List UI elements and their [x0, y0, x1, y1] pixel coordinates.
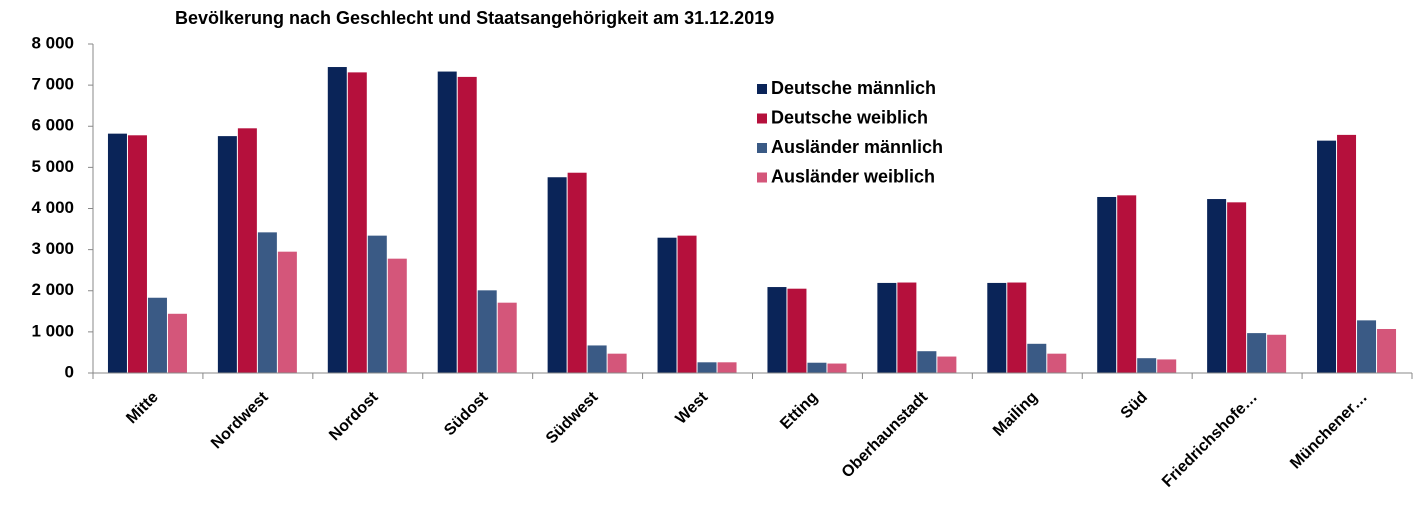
- bar: [107, 133, 127, 373]
- bar: [1377, 328, 1397, 373]
- bar: [1227, 202, 1247, 373]
- x-tick-label: Etting: [777, 389, 821, 433]
- x-tick-label: Mitte: [123, 389, 161, 427]
- bar: [1267, 334, 1287, 373]
- x-tick-label: Oberhaunstadt: [839, 388, 932, 481]
- bar: [677, 235, 697, 373]
- bar: [987, 282, 1007, 373]
- bar: [1027, 343, 1047, 373]
- bar: [917, 351, 937, 373]
- bar: [937, 356, 957, 373]
- bar: [767, 287, 787, 373]
- bar: [237, 128, 257, 373]
- bar: [657, 237, 677, 373]
- bar: [1157, 359, 1177, 373]
- bar: [1247, 333, 1267, 373]
- y-tick-label: 2 000: [31, 280, 74, 299]
- legend-label: Ausländer männlich: [771, 137, 943, 157]
- bar: [1317, 140, 1337, 373]
- x-tick-label: West: [673, 388, 712, 427]
- legend-label: Deutsche männlich: [771, 78, 936, 98]
- y-tick-label: 4 000: [31, 198, 74, 217]
- legend-swatch: [757, 172, 767, 183]
- bar: [607, 353, 627, 373]
- legend-swatch: [757, 113, 767, 124]
- bar: [1117, 195, 1137, 373]
- bar: [147, 297, 167, 373]
- legend-label: Ausländer weiblich: [771, 166, 935, 186]
- bar: [1207, 199, 1227, 373]
- y-tick-label: 0: [65, 362, 74, 381]
- legend-label: Deutsche weiblich: [771, 107, 928, 127]
- bar: [697, 362, 717, 373]
- y-tick-label: 1 000: [31, 321, 74, 340]
- bar: [1007, 282, 1027, 373]
- bar: [567, 172, 587, 373]
- x-tick-label: Friedrichshofe…: [1159, 389, 1261, 491]
- bar: [807, 362, 827, 373]
- x-tick-label: Mailing: [990, 389, 1041, 440]
- bar: [897, 282, 917, 373]
- x-tick-label: Nordost: [326, 388, 382, 444]
- bar: [717, 362, 737, 373]
- legend-swatch: [757, 84, 767, 94]
- bar: [787, 288, 807, 373]
- bar: [1137, 358, 1157, 373]
- x-tick-label: Nordwest: [208, 388, 272, 452]
- y-tick-label: 8 000: [31, 33, 74, 52]
- bar: [457, 76, 477, 374]
- bar: [167, 313, 187, 373]
- bar: [1337, 134, 1357, 373]
- bar: [387, 258, 407, 373]
- bar: [1097, 196, 1117, 373]
- bar: [497, 302, 517, 373]
- bar: [827, 363, 847, 373]
- bar: [587, 345, 607, 373]
- x-tick-label: Südwest: [543, 388, 602, 447]
- x-tick-label: Süd: [1118, 389, 1151, 422]
- x-tick-label: Südost: [441, 388, 492, 439]
- bar: [257, 232, 277, 373]
- bar: [547, 177, 567, 373]
- y-tick-label: 3 000: [31, 239, 74, 258]
- bar: [1357, 320, 1377, 373]
- bar: [347, 72, 367, 373]
- y-tick-label: 5 000: [31, 157, 74, 176]
- y-tick-label: 7 000: [31, 75, 74, 94]
- bar: [277, 251, 297, 373]
- bar: [877, 282, 897, 373]
- y-tick-label: 6 000: [31, 116, 74, 135]
- chart-title: Bevölkerung nach Geschlecht und Staatsan…: [175, 8, 774, 28]
- bar: [327, 67, 347, 373]
- bar: [1047, 353, 1067, 373]
- bar: [367, 235, 387, 373]
- bar: [127, 135, 147, 373]
- bar: [437, 71, 457, 374]
- legend-swatch: [757, 143, 767, 153]
- bar: [477, 290, 497, 373]
- x-tick-label: Münchener…: [1287, 389, 1371, 473]
- bar: [217, 136, 237, 373]
